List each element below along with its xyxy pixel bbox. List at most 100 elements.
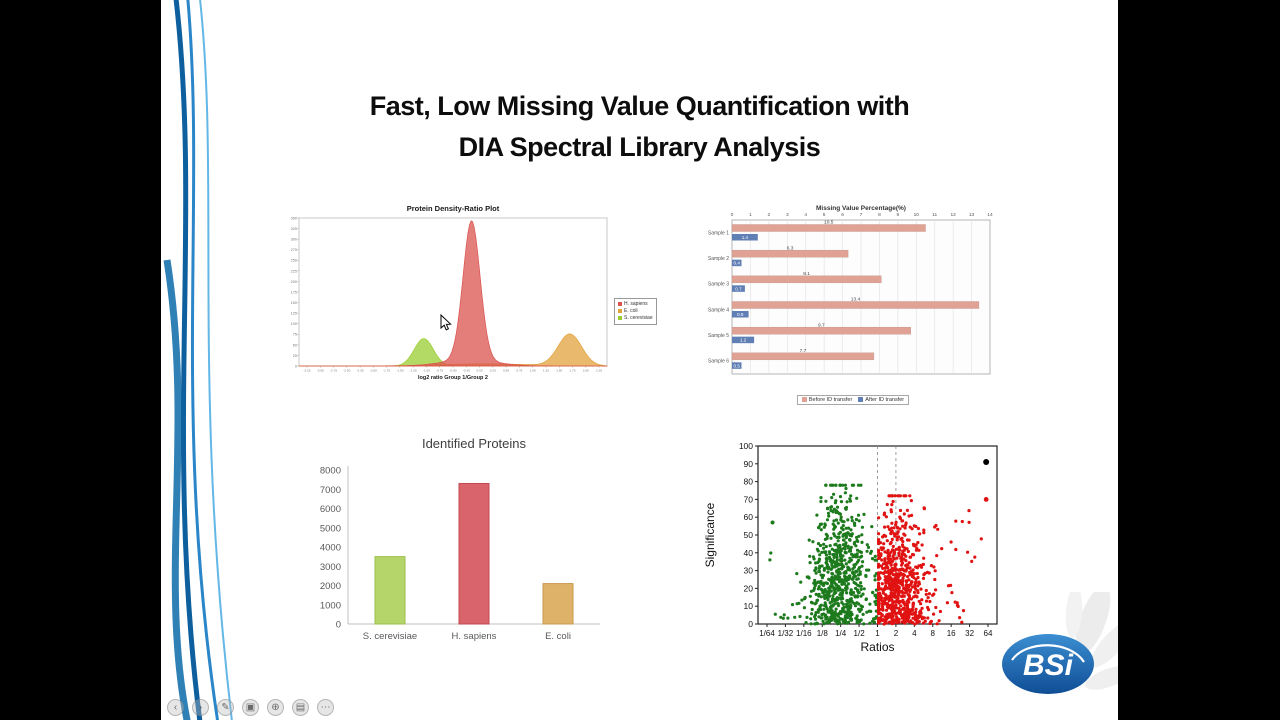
svg-text:350: 350 — [291, 216, 297, 220]
svg-text:1/64: 1/64 — [759, 629, 775, 638]
svg-text:1.00: 1.00 — [530, 369, 536, 373]
density-plot-svg: Protein Density-Ratio Plot 0 25 50 75 100 125 1… — [291, 204, 609, 381]
svg-text:60: 60 — [744, 512, 754, 522]
svg-text:1.25: 1.25 — [543, 369, 549, 373]
svg-text:0.50: 0.50 — [503, 369, 509, 373]
player-controls: ‹ › ✎ ▣ ⊕ ▤ ⋯ — [167, 699, 334, 716]
svg-text:5: 5 — [823, 212, 826, 218]
density-legend-entry: H. sapiens — [618, 301, 653, 308]
print-button[interactable]: ▤ — [292, 699, 309, 716]
svg-text:1: 1 — [875, 629, 880, 638]
svg-text:0.9: 0.9 — [737, 312, 744, 317]
svg-text:4: 4 — [912, 629, 917, 638]
svg-text:0.5: 0.5 — [734, 363, 741, 368]
missing-value-svg: Missing Value Percentage(%)0 1 2 3 4 5 6 7 8 9 10 1… — [708, 205, 993, 375]
svg-text:-3.00: -3.00 — [317, 369, 324, 373]
slides-button[interactable]: ▣ — [242, 699, 259, 716]
svg-text:1.50: 1.50 — [556, 369, 562, 373]
svg-text:13.4: 13.4 — [851, 297, 861, 303]
svg-text:0.25: 0.25 — [490, 369, 496, 373]
decorative-swoosh — [163, 0, 233, 720]
svg-text:10.5: 10.5 — [824, 220, 834, 226]
pen-button[interactable]: ✎ — [217, 699, 234, 716]
svg-text:3: 3 — [786, 212, 789, 218]
svg-text:20: 20 — [744, 583, 754, 593]
svg-text:1/4: 1/4 — [835, 629, 847, 638]
bsi-logo: BSi — [996, 585, 1118, 704]
svg-text:3000: 3000 — [320, 562, 341, 573]
svg-text:-0.25: -0.25 — [463, 369, 470, 373]
svg-text:0: 0 — [295, 364, 297, 368]
svg-text:Sample 6: Sample 6 — [708, 359, 729, 365]
bsi-logo-swirl — [1011, 644, 1085, 663]
zoom-button[interactable]: ⊕ — [267, 699, 284, 716]
svg-text:Sample 3: Sample 3 — [708, 282, 729, 288]
bsi-logo-graphic: BSi — [1002, 585, 1118, 694]
volcano-plot-svg: 1/64 1/32 1/16 1/8 1/4 1/2 1 2 4 8 16 32 64 0 10 20 30 40… — [703, 441, 998, 654]
svg-text:1.2: 1.2 — [740, 338, 747, 343]
svg-text:40: 40 — [744, 548, 754, 558]
svg-text:64: 64 — [984, 629, 993, 638]
svg-text:0.00: 0.00 — [477, 369, 483, 373]
svg-text:-1.00: -1.00 — [423, 369, 430, 373]
density-legend-entry: S. cerevisiae — [618, 315, 653, 322]
svg-text:-1.25: -1.25 — [410, 369, 417, 373]
missing-value-legend: Before ID transfer After ID transfer — [702, 388, 1004, 406]
svg-text:1/2: 1/2 — [854, 629, 866, 638]
svg-text:16: 16 — [947, 629, 956, 638]
svg-text:-2.50: -2.50 — [343, 369, 350, 373]
svg-text:0.7: 0.7 — [735, 286, 742, 291]
svg-text:1.75: 1.75 — [569, 369, 575, 373]
svg-text:7.7: 7.7 — [800, 348, 807, 354]
slide-title-line1: Fast, Low Missing Value Quantification w… — [369, 91, 910, 121]
svg-text:9: 9 — [897, 212, 900, 218]
svg-text:70: 70 — [744, 494, 754, 504]
svg-text:2000: 2000 — [320, 581, 341, 592]
svg-text:8: 8 — [878, 212, 881, 218]
svg-text:80: 80 — [744, 477, 754, 487]
petal-decoration — [1065, 585, 1118, 690]
svg-text:6000: 6000 — [320, 504, 341, 515]
svg-text:250: 250 — [291, 259, 297, 263]
svg-text:10: 10 — [914, 212, 920, 218]
presentation-slide: Fast, Low Missing Value Quantification w… — [161, 0, 1118, 720]
svg-text:1/8: 1/8 — [817, 629, 829, 638]
svg-text:log2 ratio Group 1/Group 2: log2 ratio Group 1/Group 2 — [418, 375, 488, 381]
svg-text:7: 7 — [860, 212, 863, 218]
svg-text:125: 125 — [291, 312, 297, 316]
svg-text:12: 12 — [950, 212, 956, 218]
density-legend-entry: E. coli — [618, 308, 653, 315]
svg-text:8000: 8000 — [320, 466, 341, 477]
svg-text:8: 8 — [931, 629, 936, 638]
svg-text:-2.00: -2.00 — [370, 369, 377, 373]
svg-text:75: 75 — [293, 333, 297, 337]
slide-title-line2: DIA Spectral Library Analysis — [458, 132, 821, 162]
svg-text:Identified Proteins: Identified Proteins — [422, 436, 527, 451]
forward-button[interactable]: › — [192, 699, 209, 716]
svg-text:H. sapiens: H. sapiens — [452, 631, 497, 642]
svg-text:0: 0 — [748, 619, 753, 629]
svg-text:-2.75: -2.75 — [330, 369, 337, 373]
back-button[interactable]: ‹ — [167, 699, 184, 716]
svg-text:0: 0 — [731, 212, 734, 218]
svg-text:50: 50 — [744, 530, 754, 540]
svg-text:Significance: Significance — [703, 502, 717, 567]
svg-text:-3.25: -3.25 — [303, 369, 310, 373]
svg-text:Ratios: Ratios — [860, 640, 894, 654]
svg-text:S. cerevisiae: S. cerevisiae — [363, 631, 417, 642]
svg-text:32: 32 — [965, 629, 974, 638]
svg-text:5000: 5000 — [320, 523, 341, 534]
more-button[interactable]: ⋯ — [317, 699, 334, 716]
svg-text:90: 90 — [744, 459, 754, 469]
density-ratio-chart: Protein Density-Ratio Plot 0 25 50 75 100 125 1… — [273, 202, 657, 410]
svg-text:30: 30 — [744, 566, 754, 576]
svg-text:7000: 7000 — [320, 485, 341, 496]
svg-text:275: 275 — [291, 248, 297, 252]
svg-text:-1.75: -1.75 — [383, 369, 390, 373]
svg-text:200: 200 — [291, 280, 297, 284]
svg-text:13: 13 — [969, 212, 975, 218]
svg-text:2: 2 — [768, 212, 771, 218]
svg-text:2.25: 2.25 — [596, 369, 602, 373]
identified-proteins-svg: Identified Proteins 0 1000 2000 3000 4000 5000… — [320, 436, 600, 642]
svg-text:1000: 1000 — [320, 600, 341, 611]
